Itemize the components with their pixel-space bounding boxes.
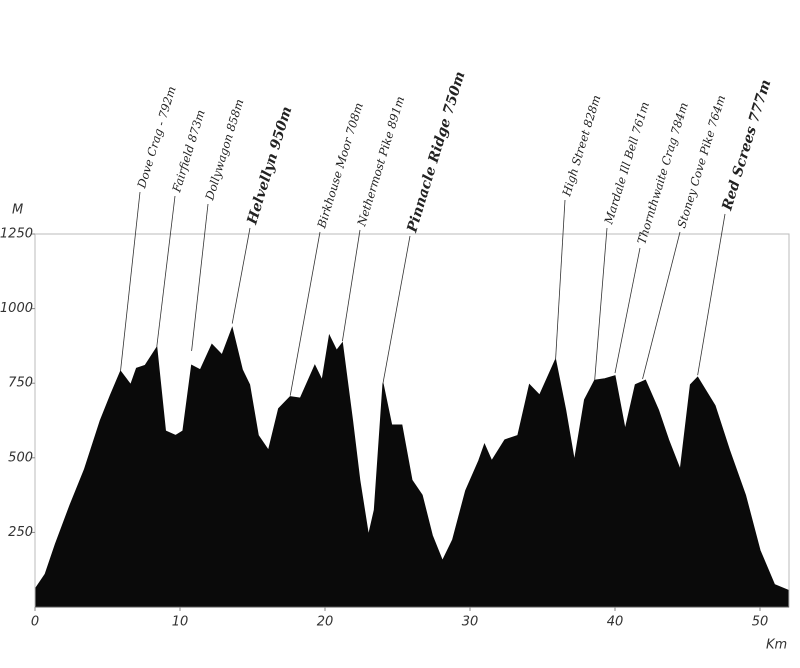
y-tick-label: 1000	[0, 301, 33, 316]
leader-line	[191, 203, 209, 352]
elevation-area	[34, 326, 790, 608]
leader-line	[120, 191, 141, 371]
leader-line	[382, 235, 411, 384]
leader-line	[642, 231, 681, 380]
peak-label: Dollywagon 858m	[202, 97, 246, 202]
leader-line	[289, 231, 321, 396]
leader-line	[697, 213, 726, 376]
y-tick-label: 1250	[0, 227, 33, 242]
x-axis-label: Km	[766, 638, 787, 653]
peak-label: Dove Crag - 792m	[134, 85, 179, 191]
peak-label: Pinnacle Ridge 750m	[404, 70, 468, 236]
x-tick-label: 30	[462, 615, 479, 630]
leader-line	[555, 199, 566, 360]
x-tick-label: 50	[752, 615, 769, 630]
x-tick-label: 10	[172, 615, 189, 630]
y-axis-label: M	[12, 203, 23, 218]
peak-label: High Street 828m	[559, 93, 603, 198]
x-tick-label: 0	[31, 615, 39, 630]
x-tick-label: 20	[317, 615, 334, 630]
leader-line	[231, 227, 251, 324]
leader-line	[342, 229, 361, 342]
y-tick-label: 500	[8, 450, 33, 465]
peak-label: Helvellyn 950m	[244, 105, 295, 228]
x-tick-label: 40	[607, 615, 624, 630]
y-tick-label: 750	[8, 376, 33, 391]
leader-line	[594, 227, 608, 380]
leader-line	[156, 195, 176, 347]
y-tick-label: 250	[8, 525, 33, 540]
leader-line	[614, 247, 641, 374]
peak-label: Fairfield 873m	[169, 108, 208, 195]
